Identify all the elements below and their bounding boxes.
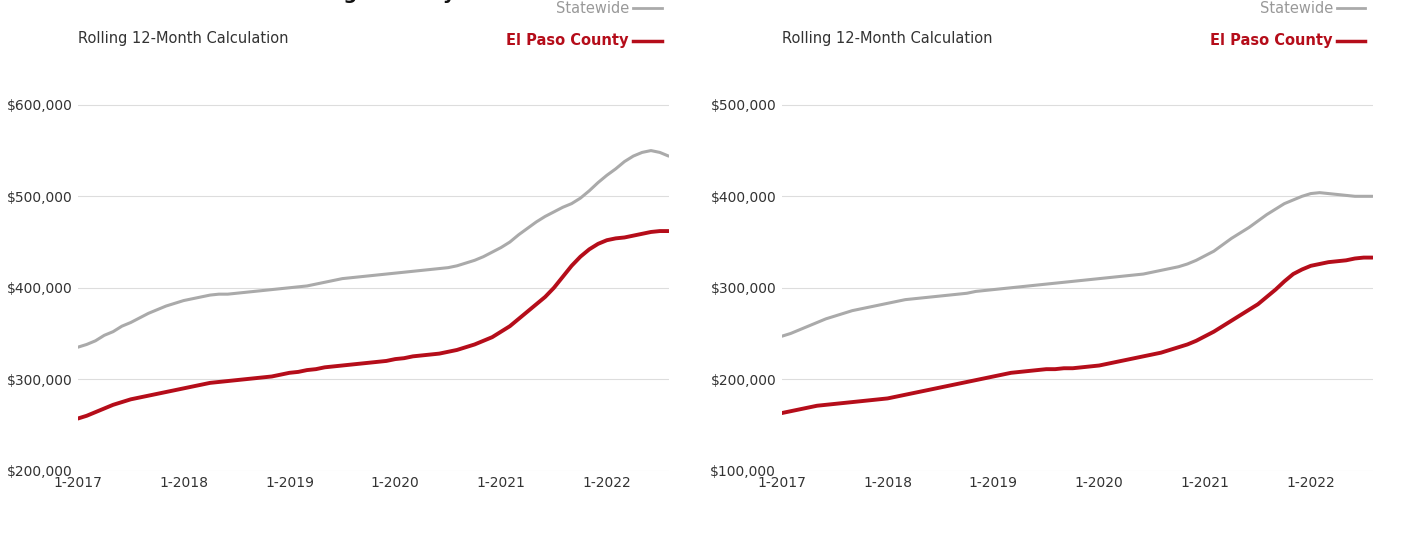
Text: El Paso County: El Paso County [507, 33, 628, 48]
Text: Statewide: Statewide [556, 1, 628, 16]
Text: Rolling 12-Month Calculation: Rolling 12-Month Calculation [781, 31, 992, 46]
Text: El Paso County: El Paso County [1210, 33, 1333, 48]
Text: Median Sales Price – Single Family: Median Sales Price – Single Family [78, 0, 456, 3]
Text: Rolling 12-Month Calculation: Rolling 12-Month Calculation [78, 31, 289, 46]
Text: Median Sales Price – Townhouse-Condo: Median Sales Price – Townhouse-Condo [781, 0, 1213, 3]
Text: Statewide: Statewide [1259, 1, 1333, 16]
